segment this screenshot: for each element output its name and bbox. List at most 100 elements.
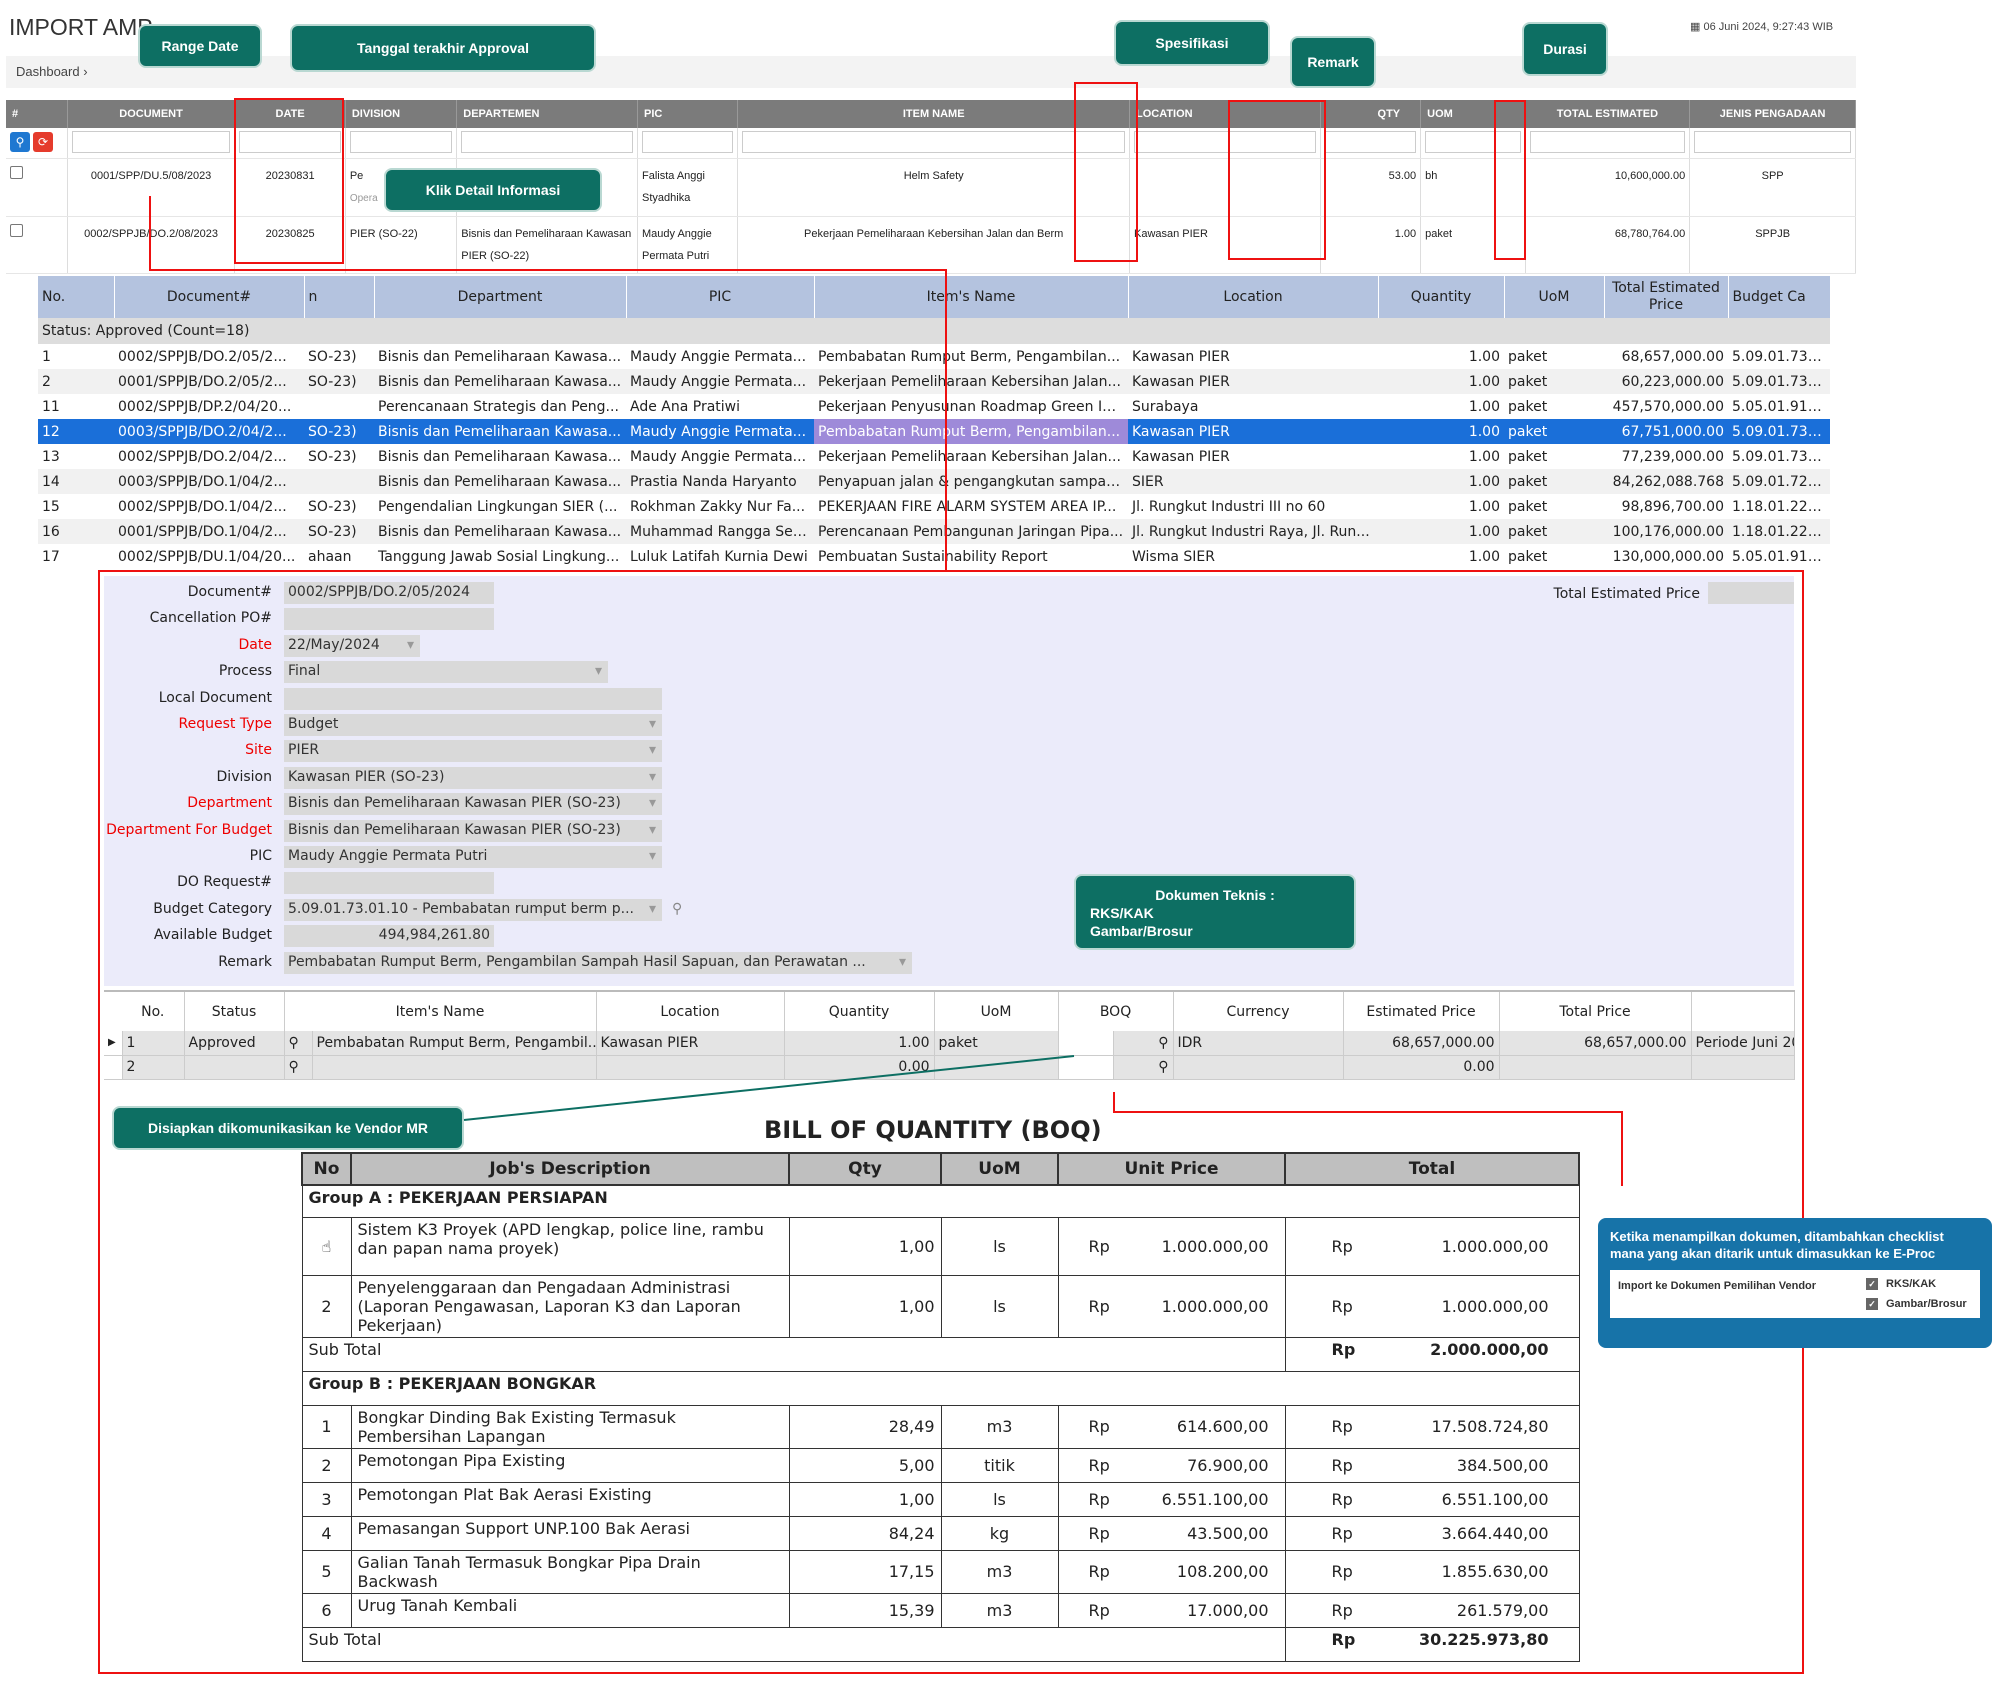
cell-document[interactable]: 0001/SPP/DU.5/08/2023 [67,158,236,217]
col-department[interactable]: Department [374,276,627,318]
col-status[interactable]: Status [184,990,285,1031]
refresh-icon[interactable]: ⟳ [33,131,53,152]
col-budget[interactable]: Budget Ca [1728,276,1831,318]
col-division[interactable]: DIVISION [345,100,458,128]
table-row[interactable]: ▶ 1 Approved ⚲ Pembabatan Rumput Berm, P… [104,1031,1795,1056]
col-quantity[interactable]: Quantity [1378,276,1505,318]
row-checkbox[interactable] [10,223,23,237]
cell-total: 68,657,000.00 [1499,1031,1692,1056]
table-row[interactable]: 2 0001/SPPJB/DO.2/05/2... SO-23) Bisnis dan… [38,369,1830,394]
filter-qty[interactable] [1324,131,1417,153]
boq-row: 3 Pemotongan Plat Bak Aerasi Existing 1,00… [301,1481,1580,1517]
col-jenis-pengadaan[interactable]: JENIS PENGADAAN [1689,100,1856,128]
col-location[interactable]: Location [596,990,785,1031]
boq-lookup-icon[interactable]: ⚲ [1113,1031,1174,1056]
filter-document[interactable] [71,131,231,153]
option-gambar[interactable]: ✓ Gambar/Brosur [1866,1296,1967,1313]
boq-row: 2 Penyelenggaraan dan Pengadaan Administr… [301,1274,1580,1338]
boq-row: 2 Pemotongan Pipa Existing 5,00 titik Rp 76.9… [301,1447,1580,1483]
field-local[interactable] [284,687,662,710]
filter-departemen[interactable] [461,131,633,153]
table-row[interactable]: 14 0003/SPPJB/DO.1/04/2... Bisnis dan Peme… [38,469,1830,494]
col-qty[interactable]: QTY [1320,100,1422,128]
field-avail[interactable]: 494,984,261.80 [284,925,494,948]
option-rks-label: RKS/KAK [1886,1278,1937,1290]
field-budgetcat[interactable]: 5.09.01.73.01.10 - Pembabatan rumput ber… [284,898,662,921]
col-boq[interactable]: BOQ [1058,990,1174,1031]
col-total-estimated[interactable]: TOTAL ESTIMATED [1525,100,1691,128]
filter-item[interactable] [742,131,1125,153]
field-pic[interactable]: Maudy Anggie Permata Putri [284,846,662,868]
boq-qty: 5,00 [898,1455,935,1475]
total-estimated-field[interactable] [1708,582,1794,604]
col-total-estimated[interactable]: Total Estimated Price [1604,276,1729,318]
filter-uom[interactable] [1425,131,1521,153]
field-date[interactable]: 22/May/2024 [284,634,420,657]
boq-subtotal-label: Sub Total [308,1629,382,1649]
col-uom[interactable]: UoM [1504,276,1605,318]
cell-item: Helm Safety [737,158,1130,217]
col-total-price[interactable]: Total Price [1499,990,1692,1031]
filter-total[interactable] [1529,131,1686,153]
grid-header: # DOCUMENT DATE DIVISION DEPARTEMEN PIC … [6,100,1856,128]
field-process[interactable]: Final [284,661,608,684]
table-cell: Kawasan PIER [1128,369,1378,394]
col-location[interactable]: LOCATION [1129,100,1321,128]
filter-pic[interactable] [642,131,734,153]
search-icon[interactable]: ⚲ [10,131,30,152]
col-no[interactable]: No. [122,990,185,1031]
lookup-icon[interactable]: ⚲ [284,1055,313,1080]
field-reqtype[interactable]: Budget [284,714,662,736]
col-document[interactable]: Document# [114,276,305,318]
group-status[interactable]: Status: Approved (Count=18) [38,318,1830,344]
col-uom[interactable]: UoM [934,990,1059,1031]
field-remark[interactable]: Pembabatan Rumput Berm, Pengambilan Samp… [284,951,912,974]
boq-row: 6 Urug Tanah Kembali 15,39 m3 Rp 17.000,00 Rp 2… [301,1592,1580,1628]
filter-jenis[interactable] [1694,131,1851,153]
checkbox-checked-icon[interactable]: ✓ [1866,1298,1878,1310]
col-estimated[interactable]: Estimated Price [1343,990,1500,1031]
field-deptbudget[interactable]: Bisnis dan Pemeliharaan Kawasan PIER (SO… [284,819,662,842]
cell-qty: 53.00 [1320,158,1422,217]
boq-subtotal-b: Sub Total [301,1626,1286,1662]
col-document[interactable]: DOCUMENT [67,100,236,128]
field-department[interactable]: Bisnis dan Pemeliharaan Kawasan PIER (SO… [284,793,662,816]
boq-lookup-icon[interactable]: ⚲ [1113,1055,1174,1080]
col-no[interactable]: No. [38,276,115,318]
field-document[interactable]: 0002/SPPJB/DO.2/05/2024 [284,582,494,604]
row-checkbox[interactable] [10,165,23,179]
col-currency[interactable]: Currency [1173,990,1344,1031]
option-rks[interactable]: ✓ RKS/KAK [1866,1276,1936,1293]
col-location[interactable]: Location [1128,276,1379,318]
col-item-name[interactable]: ITEM NAME [737,100,1130,128]
checkbox-checked-icon[interactable]: ✓ [1866,1278,1878,1290]
table-row[interactable]: 2 ⚲ 0.00 ⚲ 0.00 [104,1055,1795,1080]
col-item-name[interactable]: Item's Name [814,276,1129,318]
table-row[interactable]: 0002/SPPJB/DO.2/08/2023 20230825 PIER (S… [6,216,1856,274]
boq-group-b: Group B : PEKERJAAN BONGKAR [301,1370,1580,1406]
cell-document[interactable]: 0002/SPPJB/DO.2/08/2023 [67,216,236,274]
filter-location[interactable] [1133,131,1316,153]
col-item-name[interactable]: Item's Name [284,990,597,1031]
field-cancel[interactable] [284,608,494,631]
table-cell [304,469,374,494]
field-doreq[interactable] [284,872,494,895]
lookup-icon[interactable]: ⚲ [284,1031,313,1056]
col-date[interactable]: DATE [234,100,346,128]
filter-date[interactable] [239,131,341,153]
field-division[interactable]: Kawasan PIER (SO-23) [284,766,662,789]
col-pic[interactable]: PIC [626,276,815,318]
field-site[interactable]: PIER [284,740,662,763]
table-row[interactable]: 16 0001/SPPJB/DO.1/04/2... SO-23) Bisnis da… [38,519,1830,544]
grid-header: No. Status Item's Name Location Quantity… [104,990,1795,1031]
lookup-icon[interactable]: ⚲ [672,900,683,916]
col-departemen[interactable]: DEPARTEMEN [456,100,638,128]
table-cell: paket [1504,469,1604,494]
col-pic[interactable]: PIC [637,100,739,128]
col-n[interactable]: n [304,276,375,318]
col-quantity[interactable]: Quantity [784,990,935,1031]
table-row[interactable]: 12 0003/SPPJB/DO.2/04/2... SO-23) Bisnis da… [38,419,1830,444]
cell-no: 2 [122,1055,185,1080]
callout-durasi: Durasi [1522,22,1608,76]
filter-division[interactable] [349,131,453,153]
